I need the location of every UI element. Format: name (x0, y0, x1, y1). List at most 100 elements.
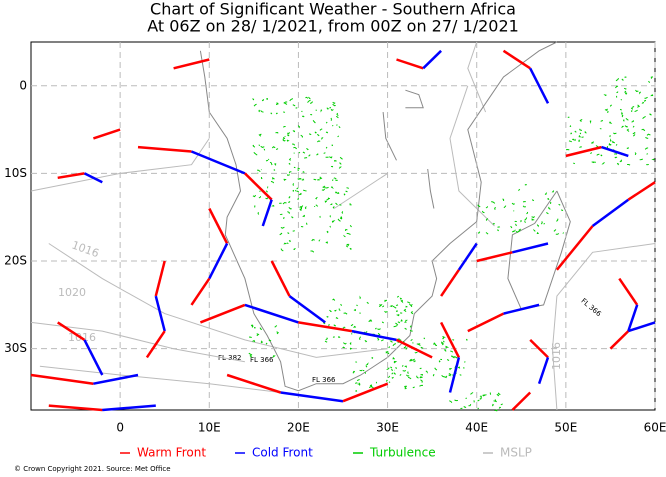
flight-level-label: FL 366 (312, 376, 336, 384)
warm-front (48, 404, 103, 412)
legend-label: Warm Front (137, 446, 206, 460)
warm-front (342, 382, 389, 403)
isobar (333, 172, 388, 209)
lake (382, 112, 397, 161)
legend-label: MSLP (500, 446, 532, 460)
warm-front (511, 391, 532, 411)
cold-front (154, 295, 166, 332)
y-tick-label: 10S (4, 166, 27, 180)
isobar (30, 138, 210, 192)
x-tick-label: 0 (116, 421, 124, 435)
warm-front (190, 277, 211, 306)
warm-front (395, 338, 433, 359)
warm-front (476, 251, 513, 263)
turbulence (251, 96, 343, 166)
warm-front (565, 145, 602, 158)
warm-front (244, 172, 273, 201)
warm-front (627, 181, 656, 201)
y-tick-label: 0 (19, 78, 27, 92)
cold-front (102, 404, 156, 412)
warm-front (199, 303, 246, 324)
flight-level-label: FL 366 (579, 297, 603, 319)
warm-front (467, 312, 505, 333)
cold-front (191, 150, 246, 175)
warm-front (208, 207, 229, 245)
warm-front (440, 269, 460, 297)
turbulence (279, 165, 352, 253)
warm-front (270, 260, 291, 297)
cold-front (351, 329, 397, 342)
warm-front (226, 373, 281, 394)
x-tick-label: 30E (376, 421, 399, 435)
cold-front (448, 357, 461, 393)
x-tick-label: 50E (554, 421, 577, 435)
cold-front (627, 321, 656, 333)
cold-front (288, 295, 326, 324)
warm-front (439, 321, 461, 358)
isobar (30, 321, 245, 363)
turbulence (385, 335, 468, 379)
cold-front (512, 242, 549, 254)
warm-front (137, 145, 192, 153)
warm-front (502, 49, 531, 70)
cold-front (244, 303, 299, 324)
isobar (39, 365, 281, 393)
y-tick-label: 20S (4, 254, 27, 268)
x-tick-label: 20E (287, 421, 310, 435)
x-tick-label: 10E (198, 421, 221, 435)
turbulence (603, 76, 654, 113)
cold-front (503, 303, 540, 315)
turbulence (449, 392, 503, 412)
isobar-label: 1016 (550, 342, 563, 370)
turbulence (252, 163, 307, 220)
cold-front (83, 339, 104, 376)
x-tick-label: 60E (644, 421, 666, 435)
lake (427, 168, 435, 209)
turbulence (477, 198, 527, 235)
isobar-label: 1016 (70, 238, 101, 260)
turbulence (352, 356, 423, 392)
cold-front (261, 199, 273, 227)
cold-front (457, 242, 478, 271)
coastline (199, 41, 558, 392)
cold-front (601, 145, 629, 158)
flight-level-label: FL 382 (218, 354, 242, 362)
legend-label: Cold Front (252, 446, 313, 460)
warm-front (154, 260, 166, 297)
cold-front (280, 391, 344, 403)
cold-front (537, 356, 550, 385)
turbulence (322, 295, 414, 350)
warm-front (30, 373, 94, 385)
cold-front (208, 242, 229, 280)
y-tick-label: 30S (4, 341, 27, 355)
isobar (551, 243, 656, 411)
isobar-label: 1020 (58, 286, 86, 299)
cold-front (93, 373, 139, 385)
cold-front (529, 67, 550, 104)
isobar (449, 85, 495, 227)
warm-front (298, 321, 353, 333)
legend-label: Turbulence (369, 446, 436, 460)
chart-title: Chart of Significant Weather - Southern … (150, 0, 516, 19)
warm-front (529, 339, 549, 359)
turbulence (248, 324, 279, 358)
cold-front (422, 49, 442, 70)
x-tick-label: 40E (465, 421, 488, 435)
isobar (467, 41, 487, 113)
chart-subtitle: At 06Z on 28/ 1/2021, from 00Z on 27/ 1/… (147, 17, 519, 36)
turbulence (513, 184, 565, 235)
cold-front (591, 198, 630, 228)
warm-front (618, 277, 639, 306)
cold-front (83, 172, 103, 184)
cold-front (627, 304, 639, 332)
warm-front (609, 330, 630, 350)
warm-front (555, 225, 594, 271)
warm-front (93, 128, 121, 140)
isobar (48, 243, 388, 358)
warm-front (173, 58, 210, 70)
lake (405, 89, 424, 109)
warm-front (145, 330, 166, 359)
warm-front (57, 172, 85, 180)
warm-front (57, 321, 86, 341)
